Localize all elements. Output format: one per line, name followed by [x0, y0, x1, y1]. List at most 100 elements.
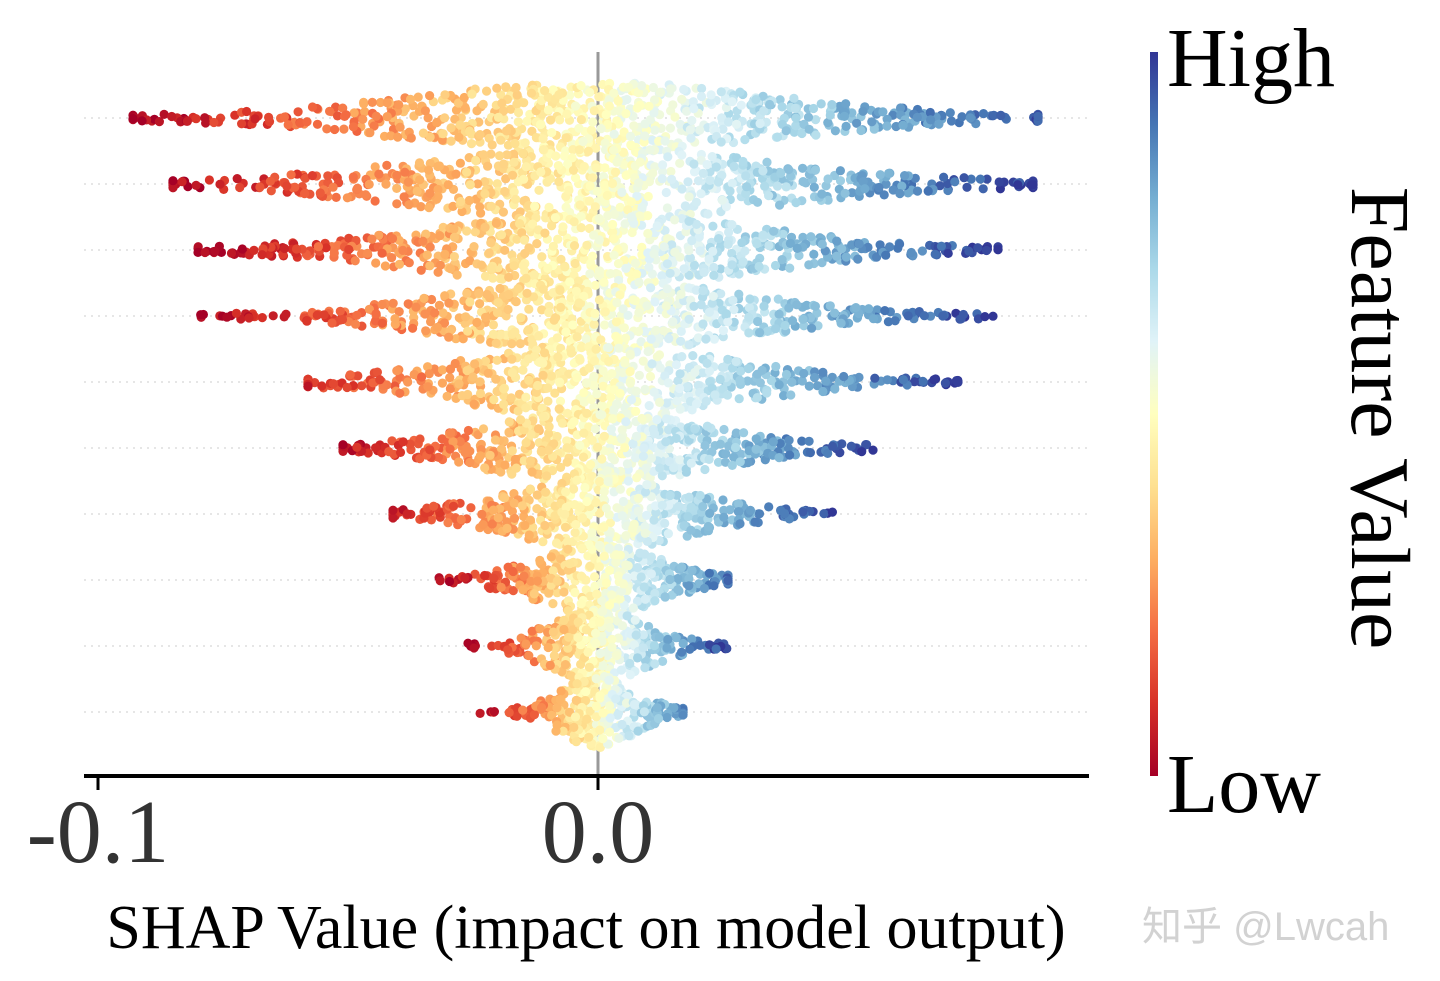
- shap-point: [698, 168, 708, 178]
- shap-point: [745, 294, 755, 304]
- shap-point: [359, 99, 369, 109]
- shap-point: [478, 99, 488, 109]
- shap-point: [633, 506, 643, 516]
- shap-point: [501, 174, 511, 184]
- shap-point: [752, 393, 762, 403]
- shap-point: [475, 451, 485, 461]
- shap-point: [993, 244, 1003, 254]
- shap-point: [647, 359, 657, 369]
- shap-point: [839, 371, 849, 382]
- shap-point: [521, 392, 531, 402]
- shap-point: [687, 565, 697, 576]
- shap-point: [698, 286, 708, 296]
- shap-point: [490, 435, 501, 445]
- shap-point: [377, 299, 387, 310]
- shap-point: [752, 197, 763, 207]
- shap-point: [661, 414, 672, 424]
- shap-point: [400, 104, 410, 114]
- shap-point: [606, 424, 617, 434]
- shap-point: [717, 113, 727, 123]
- shap-point: [741, 171, 751, 181]
- shap-point: [168, 183, 178, 193]
- shap-point: [827, 507, 838, 517]
- shap-point: [695, 490, 705, 501]
- shap-point: [522, 288, 532, 298]
- shap-point: [858, 106, 868, 116]
- shap-point: [443, 180, 453, 190]
- shap-point: [546, 115, 556, 125]
- shap-point: [565, 90, 575, 100]
- shap-point: [759, 106, 769, 116]
- shap-point: [321, 243, 331, 253]
- shap-point: [672, 396, 682, 406]
- shap-point: [572, 475, 582, 485]
- shap-point: [465, 256, 475, 266]
- shap-point: [832, 236, 842, 246]
- shap-point: [524, 243, 534, 253]
- shap-point: [395, 122, 405, 132]
- shap-point: [419, 293, 429, 303]
- shap-point: [684, 314, 694, 324]
- shap-point: [994, 177, 1004, 187]
- shap-point: [690, 424, 700, 434]
- shap-point: [322, 124, 332, 134]
- shap-point: [369, 121, 379, 131]
- shap-point: [504, 417, 514, 427]
- shap-point: [823, 195, 833, 205]
- shap-point: [486, 149, 496, 159]
- shap-point: [679, 264, 689, 274]
- shap-point: [959, 173, 969, 183]
- shap-point: [330, 124, 340, 135]
- shap-point: [762, 157, 772, 167]
- shap-point: [674, 501, 684, 511]
- shap-point: [561, 133, 571, 143]
- shap-point: [509, 513, 520, 524]
- shap-point: [576, 599, 586, 609]
- shap-point: [563, 544, 573, 554]
- shap-point: [530, 201, 540, 211]
- shap-point: [655, 363, 665, 373]
- shap-point: [449, 232, 460, 242]
- shap-point: [434, 161, 445, 171]
- shap-point: [642, 301, 652, 311]
- shap-point: [852, 118, 862, 128]
- shap-point: [633, 493, 644, 503]
- shap-point: [780, 508, 790, 519]
- shap-point: [563, 159, 573, 169]
- shap-point: [718, 495, 728, 505]
- shap-point: [235, 182, 245, 193]
- shap-point: [602, 190, 612, 201]
- shap-point: [629, 121, 639, 131]
- shap-point: [635, 211, 645, 221]
- shap-point: [727, 460, 737, 470]
- shap-point: [631, 453, 641, 463]
- shap-point: [500, 460, 510, 470]
- shap-point: [394, 259, 405, 269]
- shap-point: [609, 234, 619, 244]
- shap-point: [551, 151, 561, 161]
- shap-point: [352, 442, 362, 452]
- shap-point: [607, 452, 617, 462]
- shap-point: [723, 317, 733, 327]
- shap-point: [839, 111, 850, 121]
- shap-point: [499, 399, 509, 409]
- shap-point: [578, 452, 589, 462]
- shap-point: [785, 450, 795, 460]
- shap-point: [784, 165, 794, 175]
- shap-point: [457, 206, 467, 217]
- shap-point: [791, 121, 801, 131]
- shap-point: [808, 103, 819, 114]
- shap-point: [945, 108, 955, 118]
- shap-point: [697, 83, 707, 94]
- shap-point: [483, 368, 493, 378]
- shap-point: [451, 169, 461, 179]
- shap-point: [473, 179, 483, 189]
- shap-point: [365, 128, 375, 138]
- shap-point: [637, 413, 647, 424]
- shap-point: [493, 513, 503, 523]
- shap-point: [809, 372, 820, 383]
- shap-point: [381, 179, 391, 189]
- shap-point: [718, 124, 728, 134]
- shap-point: [437, 378, 447, 388]
- shap-point: [657, 471, 667, 481]
